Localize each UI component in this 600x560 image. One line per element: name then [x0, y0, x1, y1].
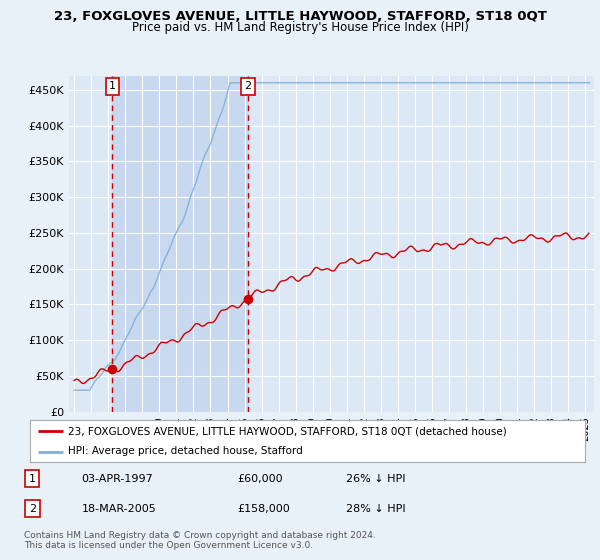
Text: 28% ↓ HPI: 28% ↓ HPI [346, 503, 406, 514]
Bar [112, 76, 248, 412]
Text: HPI: Average price, detached house, Stafford: HPI: Average price, detached house, Staf… [68, 446, 302, 456]
Text: 03-APR-1997: 03-APR-1997 [82, 474, 153, 484]
Text: 1: 1 [29, 474, 36, 484]
Text: £158,000: £158,000 [237, 503, 290, 514]
Text: 23, FOXGLOVES AVENUE, LITTLE HAYWOOD, STAFFORD, ST18 0QT (detached house): 23, FOXGLOVES AVENUE, LITTLE HAYWOOD, ST… [68, 426, 506, 436]
Text: £60,000: £60,000 [237, 474, 283, 484]
Text: 23, FOXGLOVES AVENUE, LITTLE HAYWOOD, STAFFORD, ST18 0QT: 23, FOXGLOVES AVENUE, LITTLE HAYWOOD, ST… [53, 10, 547, 23]
Text: Contains HM Land Registry data © Crown copyright and database right 2024.
This d: Contains HM Land Registry data © Crown c… [24, 531, 376, 550]
Text: Price paid vs. HM Land Registry's House Price Index (HPI): Price paid vs. HM Land Registry's House … [131, 21, 469, 34]
Text: 1: 1 [109, 81, 116, 91]
Text: 2: 2 [29, 503, 36, 514]
Text: 18-MAR-2005: 18-MAR-2005 [82, 503, 156, 514]
Text: 26% ↓ HPI: 26% ↓ HPI [346, 474, 406, 484]
Text: 2: 2 [245, 81, 252, 91]
